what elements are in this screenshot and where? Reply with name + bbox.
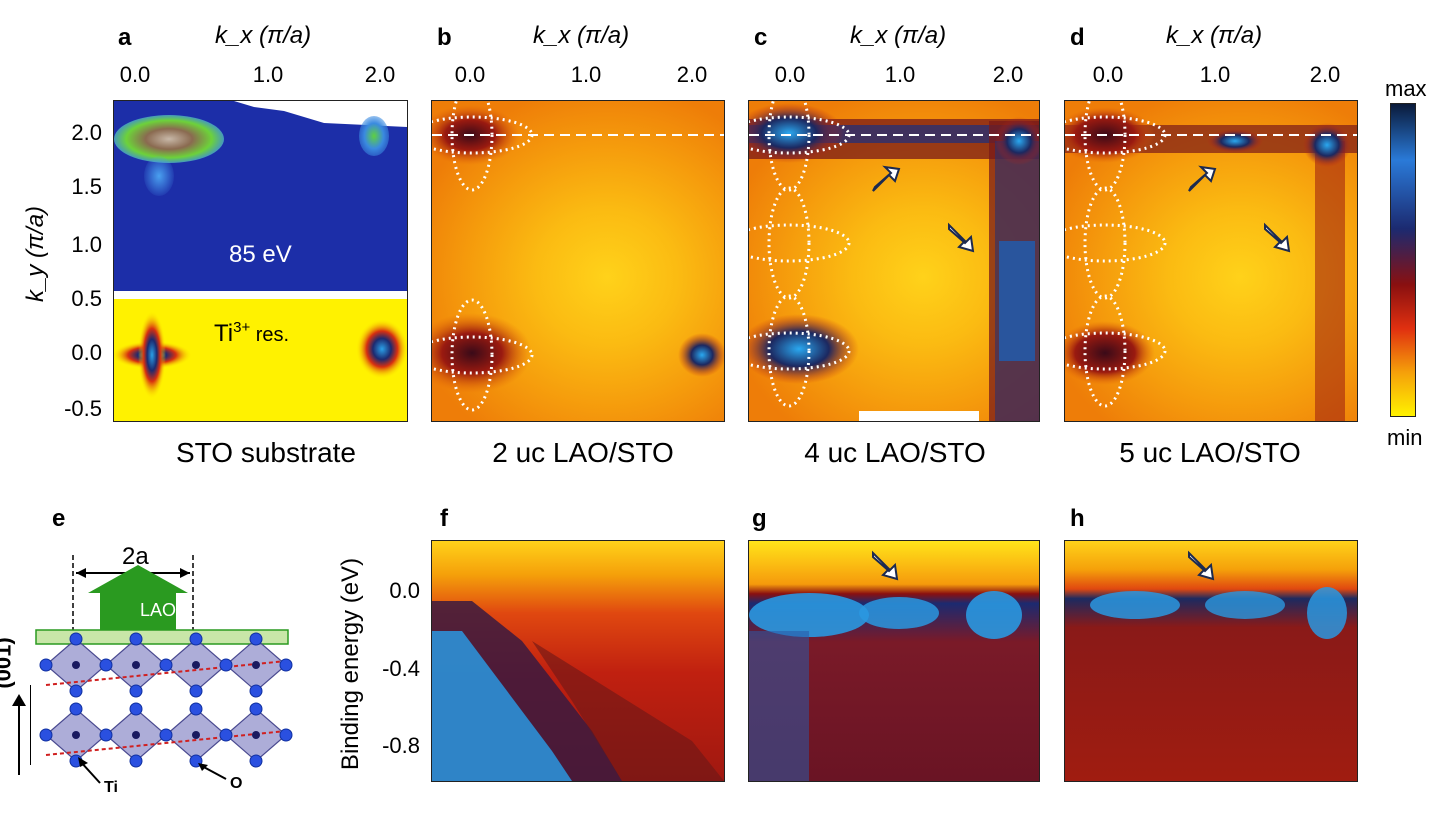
caption-a: STO substrate	[175, 437, 357, 468]
panel-e-o-label: O	[230, 775, 243, 792]
panel-a-spot-2	[359, 116, 389, 156]
be-tick: -0.4	[382, 656, 420, 681]
panel-label-d: d	[1070, 24, 1085, 51]
panel-label-f: f	[440, 505, 448, 532]
kx-tick: 0.0	[454, 62, 486, 87]
panel-label-c: c	[754, 24, 768, 51]
panel-a-map: 85 eV Ti3+ res.	[113, 100, 408, 422]
panel-label-b: b	[437, 24, 452, 51]
panel-e-direction-label: (001)	[0, 637, 16, 689]
caption-d: 5 uc LAO/STO	[1119, 437, 1301, 468]
panel-a-res-label: Ti3+ res.	[214, 319, 290, 347]
be-tick: 0.0	[389, 578, 420, 603]
kx-tick: 2.0	[1309, 62, 1341, 87]
arrow-icon	[872, 165, 901, 192]
kx-axis-title-c: k_x (π/a)	[850, 22, 947, 49]
panel-e-layer-label: LAO	[140, 600, 177, 620]
kx-tick: 0.0	[1092, 62, 1124, 87]
panel-a-energy-label: 85 eV	[229, 241, 292, 268]
caption-b: 2 uc LAO/STO	[492, 437, 674, 468]
panel-e-ti-label: Ti	[104, 779, 118, 796]
kx-tick: 1.0	[1199, 62, 1231, 87]
kx-axis-title-a: k_x (π/a)	[215, 22, 312, 49]
panel-label-e: e	[52, 505, 66, 532]
panel-label-h: h	[1070, 505, 1085, 532]
kx-tick: 0.0	[119, 62, 151, 87]
kx-axis-title-b: k_x (π/a)	[533, 22, 630, 49]
ky-tick: 0.0	[71, 340, 102, 365]
panel-label-a: a	[118, 24, 132, 51]
be-tick: -0.8	[382, 733, 420, 758]
arrow-icon	[1264, 222, 1291, 253]
caption-c: 4 uc LAO/STO	[804, 437, 986, 468]
panel-c-map	[748, 100, 1040, 422]
colorbar-min-label: min	[1387, 425, 1423, 450]
panel-g-map	[748, 540, 1040, 782]
kx-axis-title-d: k_x (π/a)	[1166, 22, 1263, 49]
kx-tick: 1.0	[252, 62, 284, 87]
arrow-icon	[948, 222, 975, 253]
kx-tick: 2.0	[676, 62, 708, 87]
kx-tick: 0.0	[774, 62, 806, 87]
ky-tick: 2.0	[71, 120, 102, 145]
direction-arrow	[18, 700, 20, 775]
kx-tick: 2.0	[364, 62, 396, 87]
kx-tick: 2.0	[992, 62, 1024, 87]
kx-tick: 1.0	[570, 62, 602, 87]
ky-tick: 1.0	[71, 232, 102, 257]
colorbar-max-label: max	[1385, 76, 1427, 101]
arrow-icon	[872, 550, 899, 581]
panel-a-bright-spot	[114, 115, 224, 163]
panel-f-map	[431, 540, 725, 782]
panel-a-lower	[114, 299, 407, 421]
ky-tick: -0.5	[64, 396, 102, 421]
arrow-up-icon	[12, 694, 26, 706]
ky-tick: 1.5	[71, 174, 102, 199]
panel-h-map	[1064, 540, 1358, 782]
panel-e-structure: 2a LAO Ti O	[29, 535, 320, 805]
ky-tick: 0.5	[71, 286, 102, 311]
panel-b-map	[431, 100, 725, 422]
panel-d-map	[1064, 100, 1358, 422]
arrow-icon	[1188, 165, 1217, 192]
arrow-icon	[1188, 550, 1215, 581]
colorbar	[1390, 103, 1416, 417]
panel-e-lattice-label: 2a	[122, 543, 149, 570]
panel-label-g: g	[752, 505, 767, 532]
kx-tick: 1.0	[884, 62, 916, 87]
